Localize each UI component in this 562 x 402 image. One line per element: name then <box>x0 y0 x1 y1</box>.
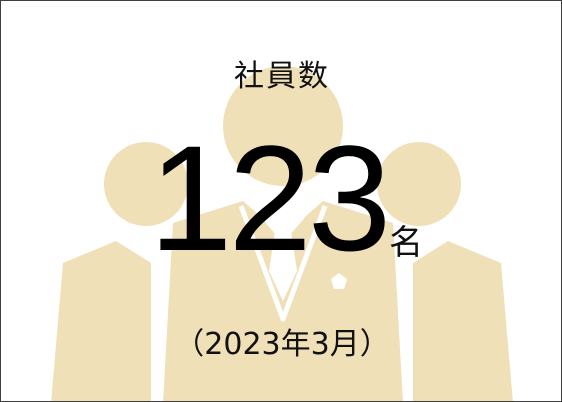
as-of-date: （2023年3月） <box>174 327 390 362</box>
lapel-pin-icon <box>331 273 347 289</box>
left-person-head-icon <box>104 142 188 226</box>
right-person-body-icon <box>413 241 513 401</box>
count-block: 123 名 <box>1 114 561 283</box>
left-person-body-icon <box>51 241 151 401</box>
count-unit: 名 <box>389 223 423 263</box>
right-person-head-icon <box>377 142 461 226</box>
employee-count-value: 123 <box>149 114 391 282</box>
center-person-head-icon <box>223 66 343 186</box>
card-title: 社員数 <box>234 59 330 94</box>
